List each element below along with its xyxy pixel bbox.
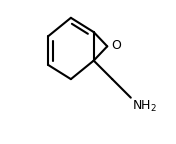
Text: NH$_2$: NH$_2$	[132, 99, 157, 114]
Text: O: O	[111, 39, 121, 52]
